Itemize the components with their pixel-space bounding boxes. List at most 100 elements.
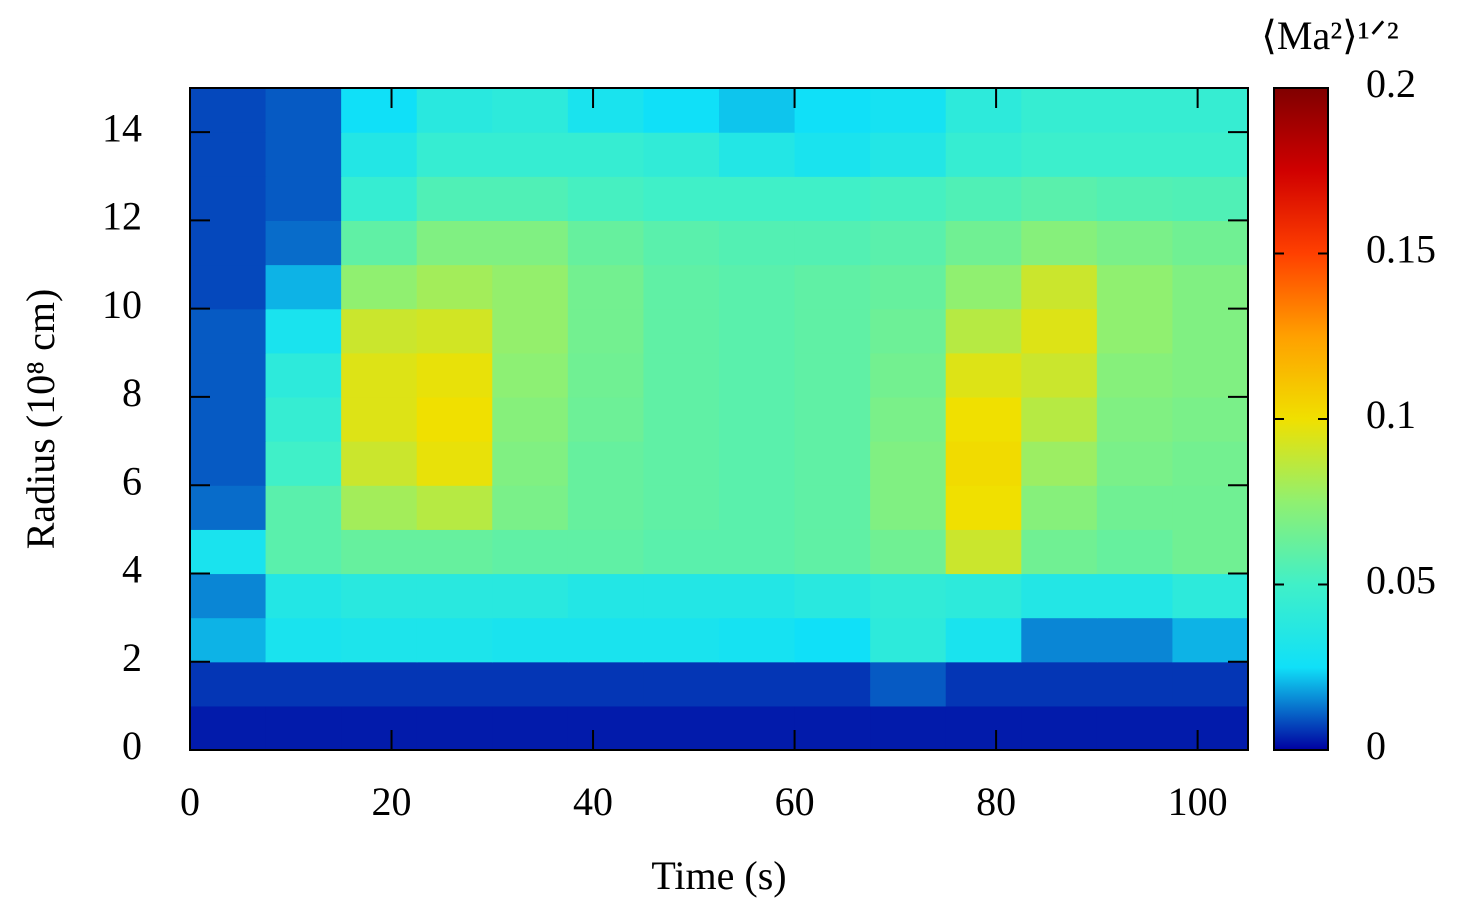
heatmap-cell — [794, 220, 871, 266]
y-axis-label: Radius (10⁸ cm) — [18, 289, 63, 550]
heatmap-cell — [794, 88, 871, 133]
heatmap-cell — [190, 617, 267, 663]
heatmap-cell — [719, 132, 796, 177]
heatmap-cell — [567, 705, 645, 751]
heatmap-cell — [794, 176, 871, 221]
heatmap-cell — [190, 529, 267, 575]
heatmap-cell — [945, 396, 1022, 442]
heatmap-cell — [265, 132, 342, 177]
y-tick-label: 2 — [122, 635, 142, 680]
heatmap-cell — [416, 529, 493, 575]
heatmap-cell — [416, 176, 493, 221]
heatmap-cell — [265, 220, 342, 266]
heatmap-cell — [870, 573, 947, 619]
heatmap-cell — [341, 308, 418, 354]
heatmap-cell — [341, 617, 418, 663]
heatmap-cell — [567, 441, 645, 486]
heatmap-cell — [719, 441, 796, 486]
y-tick-label: 14 — [102, 105, 142, 150]
heatmap-cell — [341, 485, 418, 530]
heatmap-cell — [265, 573, 342, 619]
heatmap-cell — [567, 352, 645, 398]
heatmap-cell — [1096, 485, 1174, 530]
heatmap-cell — [190, 132, 267, 177]
heatmap-cell — [567, 88, 645, 133]
heatmap-cell — [265, 88, 342, 133]
heatmap-cell — [1021, 264, 1098, 310]
heatmap-cell — [1021, 88, 1098, 133]
heatmap-cell — [190, 308, 267, 354]
heatmap-cell — [1021, 308, 1098, 354]
heatmap-cell — [870, 88, 947, 133]
heatmap-cell — [719, 485, 796, 530]
heatmap-cell — [1021, 573, 1098, 619]
heatmap-cell — [870, 308, 947, 354]
heatmap-cell — [945, 661, 1022, 707]
heatmap-cell — [492, 264, 569, 310]
heatmap-cell — [416, 308, 493, 354]
heatmap-cell — [416, 220, 493, 266]
heatmap-cell — [870, 617, 947, 663]
heatmap-cell — [190, 352, 267, 398]
heatmap-cell — [794, 264, 871, 310]
heatmap-cell — [1096, 661, 1174, 707]
heatmap-cell — [719, 661, 796, 707]
heatmap-cell — [794, 396, 871, 442]
heatmap-cell — [492, 573, 569, 619]
heatmap-cell — [265, 308, 342, 354]
heatmap-cell — [492, 352, 569, 398]
heatmap-cell — [265, 529, 342, 575]
heatmap-cell — [1021, 396, 1098, 442]
heatmap-cell — [643, 176, 720, 221]
heatmap-cell — [341, 573, 418, 619]
plot-frame — [189, 87, 1249, 751]
heatmap-cell — [416, 485, 493, 530]
heatmap-cell — [265, 176, 342, 221]
heatmap-cell — [190, 661, 267, 707]
heatmap-cell — [341, 441, 418, 486]
heatmap-cell — [1021, 529, 1098, 575]
heatmap-cell — [643, 264, 720, 310]
heatmap-cell — [341, 220, 418, 266]
heatmap-cell — [870, 352, 947, 398]
heatmap-cell — [1172, 396, 1249, 442]
heatmap-cell — [643, 132, 720, 177]
heatmap-cell — [567, 485, 645, 530]
x-tick-label: 0 — [180, 779, 200, 824]
heatmap-cell — [190, 176, 267, 221]
heatmap-cell — [1021, 352, 1098, 398]
heatmap-cell — [416, 264, 493, 310]
heatmap-cell — [492, 617, 569, 663]
heatmap-cell — [190, 220, 267, 266]
heatmap-cell — [1021, 441, 1098, 486]
x-tick-label: 100 — [1168, 779, 1228, 824]
heatmap-cell — [945, 441, 1022, 486]
heatmap-cell — [567, 661, 645, 707]
heatmap-cell — [1096, 220, 1174, 266]
heatmap-cell — [945, 308, 1022, 354]
heatmap-cell — [1021, 176, 1098, 221]
heatmap-cell — [341, 264, 418, 310]
heatmap-cell — [719, 352, 796, 398]
heatmap-cell — [1172, 573, 1249, 619]
heatmap-cell — [416, 352, 493, 398]
heatmap-cell — [492, 308, 569, 354]
heatmap-cell — [567, 176, 645, 221]
heatmap-cell — [719, 705, 796, 751]
heatmap-cell — [1096, 264, 1174, 310]
heatmap-cell — [1096, 132, 1174, 177]
heatmap-cell — [1172, 661, 1249, 707]
heatmap-cell — [1096, 573, 1174, 619]
heatmap-cell — [190, 264, 267, 310]
heatmap-cell — [1096, 529, 1174, 575]
heatmap-cell — [870, 661, 947, 707]
x-axis-label: Time (s) — [651, 853, 786, 898]
heatmap-cell — [341, 705, 418, 751]
heatmap-cell — [341, 132, 418, 177]
heatmap-cell — [794, 441, 871, 486]
heatmap-cell — [1172, 617, 1249, 663]
heatmap-cell — [794, 617, 871, 663]
heatmap-cell — [870, 705, 947, 751]
heatmap-cell — [719, 176, 796, 221]
